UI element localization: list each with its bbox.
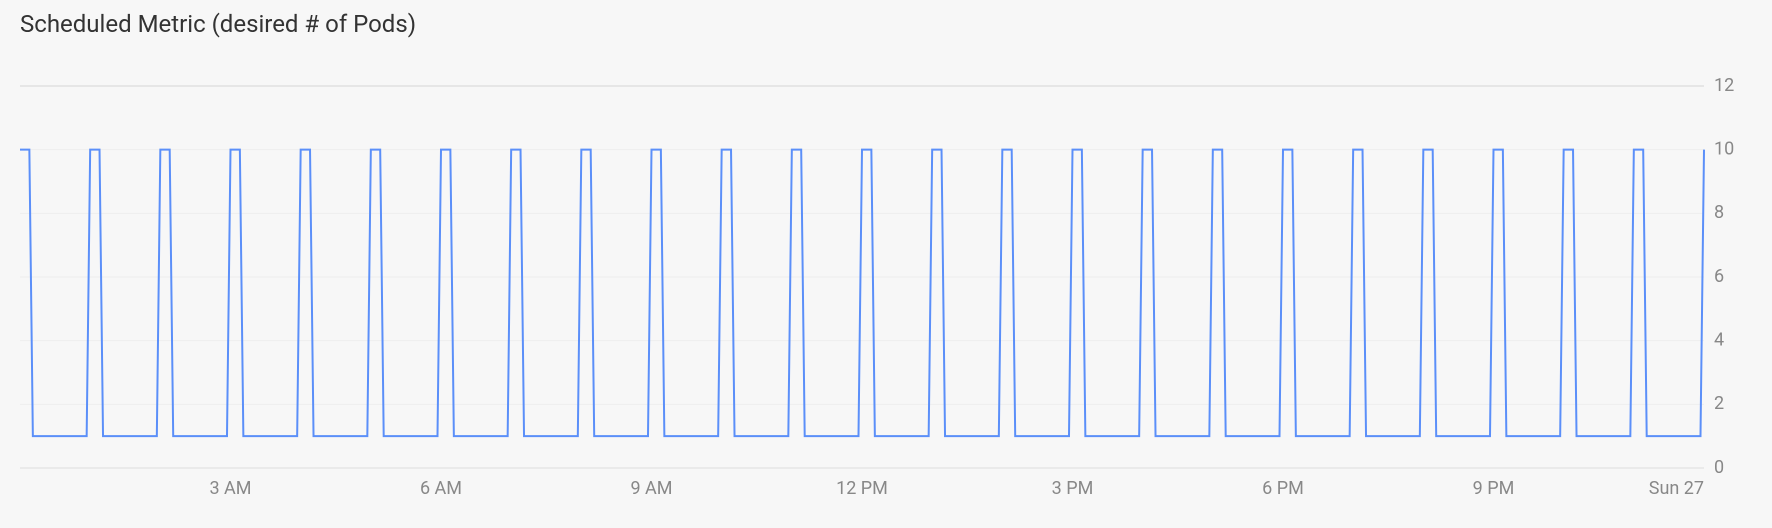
- x-axis-label: 9 PM: [1473, 478, 1515, 499]
- y-axis-label: 2: [1714, 393, 1724, 414]
- chart-panel: Scheduled Metric (desired # of Pods) 0 2 4…: [0, 0, 1772, 528]
- x-axis-label: 3 AM: [209, 478, 251, 499]
- x-axis-label: 3 PM: [1052, 478, 1094, 499]
- x-axis-label: Sun 27: [1649, 478, 1704, 499]
- y-axis-label: 0: [1714, 457, 1724, 478]
- y-axis-label: 4: [1714, 329, 1724, 350]
- chart-title: Scheduled Metric (desired # of Pods): [0, 0, 1772, 44]
- x-axis-label: 6 PM: [1262, 478, 1304, 499]
- x-axis-label: 12 PM: [836, 478, 888, 499]
- y-axis-label: 12: [1714, 75, 1734, 96]
- line-chart-svg: 0 2 4 6 8 10 12 3 AM 6 AM 9 AM 12 PM 3 PM 6 PM 9 PM Su…: [20, 70, 1752, 508]
- y-axis-label: 8: [1714, 202, 1724, 223]
- x-axis-label: 6 AM: [420, 478, 462, 499]
- y-axis-label: 6: [1714, 266, 1724, 287]
- x-axis-label: 9 AM: [630, 478, 672, 499]
- series-line: [20, 150, 1704, 437]
- y-axis-label: 10: [1714, 138, 1734, 159]
- chart-plot-area[interactable]: 0 2 4 6 8 10 12 3 AM 6 AM 9 AM 12 PM 3 PM 6 PM 9 PM Su…: [20, 70, 1752, 508]
